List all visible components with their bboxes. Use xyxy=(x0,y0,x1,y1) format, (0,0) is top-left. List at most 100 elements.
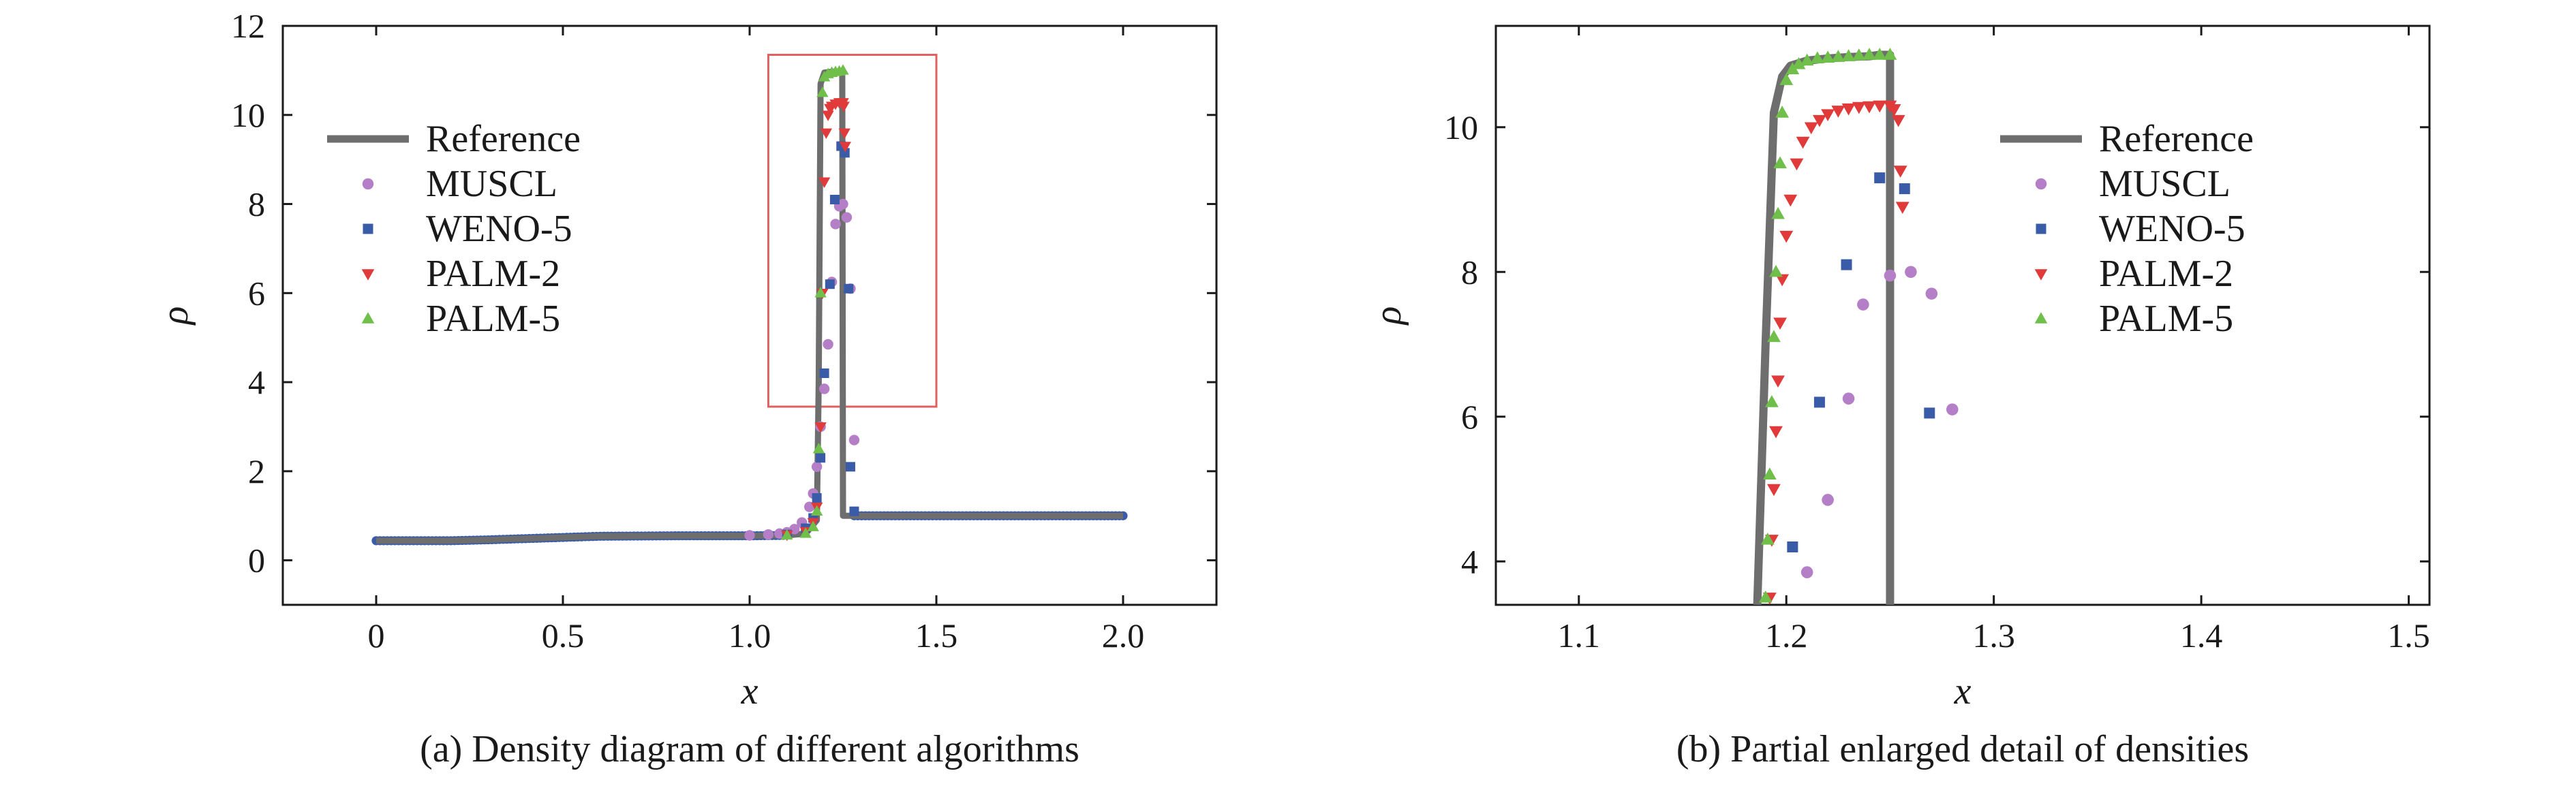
data-point xyxy=(1862,48,1876,60)
data-point xyxy=(1767,484,1781,497)
data-point xyxy=(1946,403,1959,415)
data-point xyxy=(1925,287,1938,300)
panel-caption: (a) Density diagram of different algorit… xyxy=(420,728,1079,770)
data-point xyxy=(816,453,826,463)
y-tick-label: 12 xyxy=(231,7,265,45)
series-palm-5 xyxy=(781,64,849,540)
data-point xyxy=(1831,106,1845,118)
y-tick-label: 10 xyxy=(1444,108,1478,146)
legend-marker-swatch xyxy=(363,223,373,234)
data-point xyxy=(1760,532,1775,545)
x-tick-label: 1.2 xyxy=(1765,616,1808,655)
x-tick-label: 1.3 xyxy=(1972,616,2015,655)
data-point xyxy=(825,279,835,289)
legend-entry: WENO-5 xyxy=(2036,208,2245,250)
data-point xyxy=(1887,104,1901,116)
data-point xyxy=(1873,100,1887,113)
legend-label: MUSCL xyxy=(2099,163,2230,205)
data-point xyxy=(744,530,755,541)
data-point xyxy=(1787,541,1798,552)
data-point xyxy=(823,339,833,350)
legend-label: PALM-5 xyxy=(2099,298,2233,340)
data-point xyxy=(1779,230,1794,243)
legend-marker-swatch xyxy=(361,312,375,324)
data-point xyxy=(1762,467,1777,480)
x-tick-label: 1.5 xyxy=(915,616,958,655)
data-point xyxy=(1862,101,1876,114)
data-point xyxy=(841,212,853,223)
data-point xyxy=(1775,106,1790,118)
x-tick-label: 1.4 xyxy=(2180,616,2223,655)
series-palm-5 xyxy=(1758,48,1897,603)
data-point xyxy=(812,493,822,503)
legend-label: PALM-2 xyxy=(426,253,560,295)
y-tick-label: 6 xyxy=(248,274,265,312)
panel-caption: (b) Partial enlarged detail of densities xyxy=(1676,728,2249,770)
data-point xyxy=(799,527,812,538)
data-point xyxy=(839,142,851,153)
data-point xyxy=(807,520,819,531)
data-point xyxy=(830,219,841,230)
data-point xyxy=(820,128,833,140)
data-point xyxy=(1822,494,1834,506)
data-point xyxy=(1773,317,1788,330)
legend-entry: MUSCL xyxy=(362,163,557,205)
chart-panel-a: 0 0.5 1.0 1.5 2.0 0 2 4 6 8 10 12 x ρ (a) Density diag… xyxy=(154,7,1218,770)
legend-entry: WENO-5 xyxy=(363,208,572,250)
data-point xyxy=(1775,274,1790,287)
y-tick-label: 4 xyxy=(1461,542,1478,580)
y-tick-label: 8 xyxy=(1461,253,1478,291)
data-point xyxy=(844,283,854,294)
data-point xyxy=(1891,114,1905,127)
x-axis-label: x xyxy=(1954,670,1972,712)
data-point xyxy=(811,461,823,473)
legend-label: PALM-5 xyxy=(426,298,560,340)
legend-marker-swatch xyxy=(2036,223,2046,234)
data-point xyxy=(1821,109,1835,122)
legend-label: WENO-5 xyxy=(2099,208,2245,250)
data-point xyxy=(1883,48,1897,60)
legend-marker-swatch xyxy=(2034,269,2048,281)
data-point xyxy=(1790,158,1804,171)
legend-label: Reference xyxy=(2099,118,2254,160)
data-point xyxy=(1895,202,1910,215)
data-point xyxy=(1857,298,1869,311)
data-point xyxy=(1841,103,1856,116)
legend-marker-swatch xyxy=(362,178,374,190)
data-point xyxy=(1813,114,1826,127)
data-point xyxy=(838,101,850,112)
data-point xyxy=(1769,426,1783,439)
data-point xyxy=(848,435,860,445)
legend-entry: PALM-5 xyxy=(361,298,560,340)
data-point xyxy=(1810,51,1824,64)
data-point xyxy=(1771,375,1785,388)
y-tick-label: 0 xyxy=(248,541,265,580)
data-point xyxy=(829,195,840,204)
data-point xyxy=(1841,259,1852,270)
data-point xyxy=(1796,136,1810,149)
data-point xyxy=(1769,264,1783,277)
data-point xyxy=(1783,194,1798,207)
data-point xyxy=(845,462,855,472)
data-point xyxy=(816,86,829,97)
data-point xyxy=(1852,48,1866,61)
legend-marker-swatch xyxy=(2035,178,2047,190)
data-point xyxy=(819,368,829,378)
data-point xyxy=(1852,101,1866,114)
data-point xyxy=(810,505,823,516)
data-point xyxy=(818,383,830,394)
y-tick-label: 2 xyxy=(248,452,265,490)
series-line xyxy=(1753,50,1895,605)
data-point xyxy=(1924,407,1935,419)
data-point xyxy=(814,287,827,298)
legend-entry: Reference xyxy=(327,118,581,160)
data-point xyxy=(849,506,859,516)
plot-frame xyxy=(1494,25,2431,606)
legend-marker-swatch xyxy=(2034,312,2048,324)
data-point xyxy=(1779,73,1794,85)
series-muscl xyxy=(1800,266,1959,578)
legend-entry: PALM-2 xyxy=(2034,253,2233,295)
legend-label: MUSCL xyxy=(426,163,557,205)
